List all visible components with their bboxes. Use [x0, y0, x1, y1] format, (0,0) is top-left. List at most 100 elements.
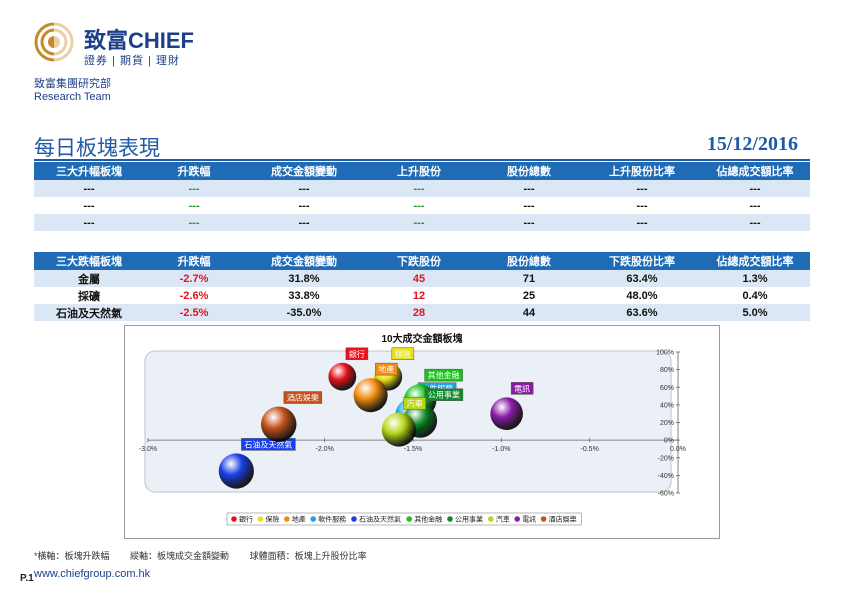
y-tick-label: 100%	[656, 350, 674, 357]
table-cell: 44	[474, 304, 584, 321]
brand-tagline: 證券 | 期貨 | 理財	[84, 55, 180, 67]
table-cell: -2.7%	[144, 270, 244, 287]
column-header: 下跌股份	[364, 252, 474, 270]
legend-label: 汽車	[496, 515, 510, 524]
table-cell: ---	[144, 214, 244, 231]
department-cn: 致富集團研究部	[34, 78, 111, 90]
column-header: 上升股份比率	[584, 162, 700, 180]
bubble-point	[328, 362, 357, 391]
x-tick-label: -2.0%	[316, 446, 334, 453]
table-cell: 28	[364, 304, 474, 321]
legend-item: 軟件服務	[310, 515, 346, 524]
chart-title: 10大成交金額板塊	[381, 332, 462, 345]
table-cell: ---	[34, 180, 144, 197]
bubble-chart-svg: 10大成交金額板塊 -3.0% -2.0% -1.5% -1.0% -0.5% 0.0% 1…	[139, 332, 686, 526]
brand-name: 致富CHIEF	[84, 28, 195, 53]
legend-label: 電訊	[522, 515, 536, 524]
page-title: 每日板塊表現	[34, 137, 160, 160]
legend-swatch-icon	[514, 516, 520, 522]
legend-swatch-icon	[257, 516, 264, 522]
legend-label: 地產	[292, 515, 306, 524]
legend-swatch-icon	[231, 516, 237, 522]
website-link[interactable]: www.chiefgroup.com.hk	[34, 568, 151, 580]
legend-item: 酒店娛樂	[540, 515, 577, 524]
legend-label: 公用事業	[455, 515, 483, 524]
bubble-label-box	[424, 388, 464, 401]
column-header: 成交金額變動	[244, 162, 364, 180]
legend-label: 酒店娛樂	[549, 515, 577, 524]
bubble-label-box	[391, 347, 415, 361]
table-cell: ---	[413, 199, 425, 212]
table-cell: 0.4%	[742, 289, 768, 302]
bubble-label-box	[403, 397, 426, 410]
bubble-label-box	[283, 391, 323, 404]
table-cell: ---	[144, 180, 244, 197]
table-row: --- --- --- --- --- --- ---	[34, 214, 810, 231]
table-cell: ---	[700, 180, 810, 197]
legend-label: 石油及天然氣	[359, 515, 401, 524]
bubble-point	[353, 378, 388, 413]
legend-swatch-icon	[488, 516, 494, 522]
table-header-row: 三大跌幅板塊 升跌幅 成交金額變動 下跌股份 股份總數 下跌股份比率 佔總成交額比率	[34, 252, 810, 270]
top-falling-sectors-table: 三大跌幅板塊 升跌幅 成交金額變動 下跌股份 股份總數 下跌股份比率 佔總成交額比率 金屬 -…	[34, 252, 810, 321]
legend-swatch-icon	[351, 516, 357, 522]
legend-swatch-icon	[447, 516, 453, 522]
bubble-label: 汽車	[407, 399, 423, 409]
legend-item: 石油及天然氣	[351, 515, 401, 524]
department: 致富集團研究部 Research Team	[34, 78, 111, 104]
top-rising-sectors-table: 三大升幅板塊 升跌幅 成交金額變動 上升股份 股份總數 上升股份比率 佔總成交額比率 ---…	[34, 162, 810, 231]
sector-bubble-chart: 10大成交金額板塊 -3.0% -2.0% -1.5% -1.0% -0.5% 0.0% 1…	[124, 325, 720, 539]
legend-item: 電訊	[514, 515, 536, 524]
legend-item: 地產	[284, 515, 306, 524]
table-cell: 金屬	[34, 270, 144, 287]
table-cell: ---	[584, 180, 700, 197]
bubble-point	[490, 397, 523, 431]
column-header: 升跌幅	[144, 252, 244, 270]
table-cell: 採礦	[78, 290, 100, 303]
table-cell: 25	[522, 289, 536, 302]
table-cell: 33.8%	[288, 289, 320, 302]
column-header: 佔總成交額比率	[700, 252, 810, 270]
legend-label: 軟件服務	[318, 515, 346, 524]
page-number: P.1	[20, 573, 34, 584]
table-cell: 12	[412, 289, 426, 302]
footnote-bubble-size: 球體面積：板塊上升股份比率	[249, 551, 367, 561]
legend-swatch-icon	[284, 516, 290, 522]
table-cell: 48.0%	[626, 289, 658, 302]
legend-item: 保險	[257, 515, 279, 524]
column-header: 股份總數	[474, 252, 584, 270]
column-header: 三大升幅板塊	[34, 162, 144, 180]
table-cell: ---	[749, 199, 761, 212]
table-row: --- --- --- --- --- --- ---	[34, 180, 810, 197]
chart-legend: 銀行 保險 地產 軟件服務 石油及天然氣 其他金融 公用事業 汽車 電訊 酒店娛樂	[226, 512, 582, 526]
y-tick-label: 20%	[660, 420, 674, 427]
table-cell: 63.6%	[584, 304, 700, 321]
legend-label: 其他金融	[414, 515, 442, 524]
legend-swatch-icon	[406, 516, 413, 522]
column-header: 升跌幅	[144, 162, 244, 180]
table-header-row: 三大升幅板塊 升跌幅 成交金額變動 上升股份 股份總數 上升股份比率 佔總成交額比率	[34, 162, 810, 180]
column-header: 佔總成交額比率	[700, 162, 810, 180]
x-tick-label: -1.5%	[404, 446, 422, 453]
department-en: Research Team	[34, 91, 111, 103]
footnote-y-axis: 縱軸：板塊成交金額變動	[130, 551, 230, 561]
table-cell: -2.6%	[179, 289, 209, 302]
table-cell: ---	[523, 199, 535, 212]
table-cell: ---	[188, 199, 200, 212]
table-row: 石油及天然氣 -2.5% -35.0% 28 44 63.6% 5.0%	[34, 304, 810, 321]
table-row: --- --- --- --- --- --- ---	[34, 197, 810, 214]
chief-logo-icon	[34, 22, 78, 62]
chart-footnote: *橫軸：板塊升跌幅 縱軸：板塊成交金額變動 球體面積：板塊上升股份比率	[34, 549, 385, 562]
column-header: 股份總數	[474, 162, 584, 180]
table-cell: ---	[298, 199, 310, 212]
legend-item: 銀行	[231, 515, 253, 524]
table-cell: 31.8%	[244, 270, 364, 287]
bubble-label: 石油及天然氣	[244, 439, 292, 449]
table-cell: ---	[34, 214, 144, 231]
column-header: 下跌股份比率	[584, 252, 700, 270]
bubble-label-box	[510, 382, 534, 395]
company-logo: 致富CHIEF 證券 | 期貨 | 理財	[34, 22, 194, 67]
table-row: 金屬 -2.7% 31.8% 45 71 63.4% 1.3%	[34, 270, 810, 287]
y-tick-label: -40%	[658, 473, 674, 480]
y-tick-label: 80%	[660, 367, 674, 374]
